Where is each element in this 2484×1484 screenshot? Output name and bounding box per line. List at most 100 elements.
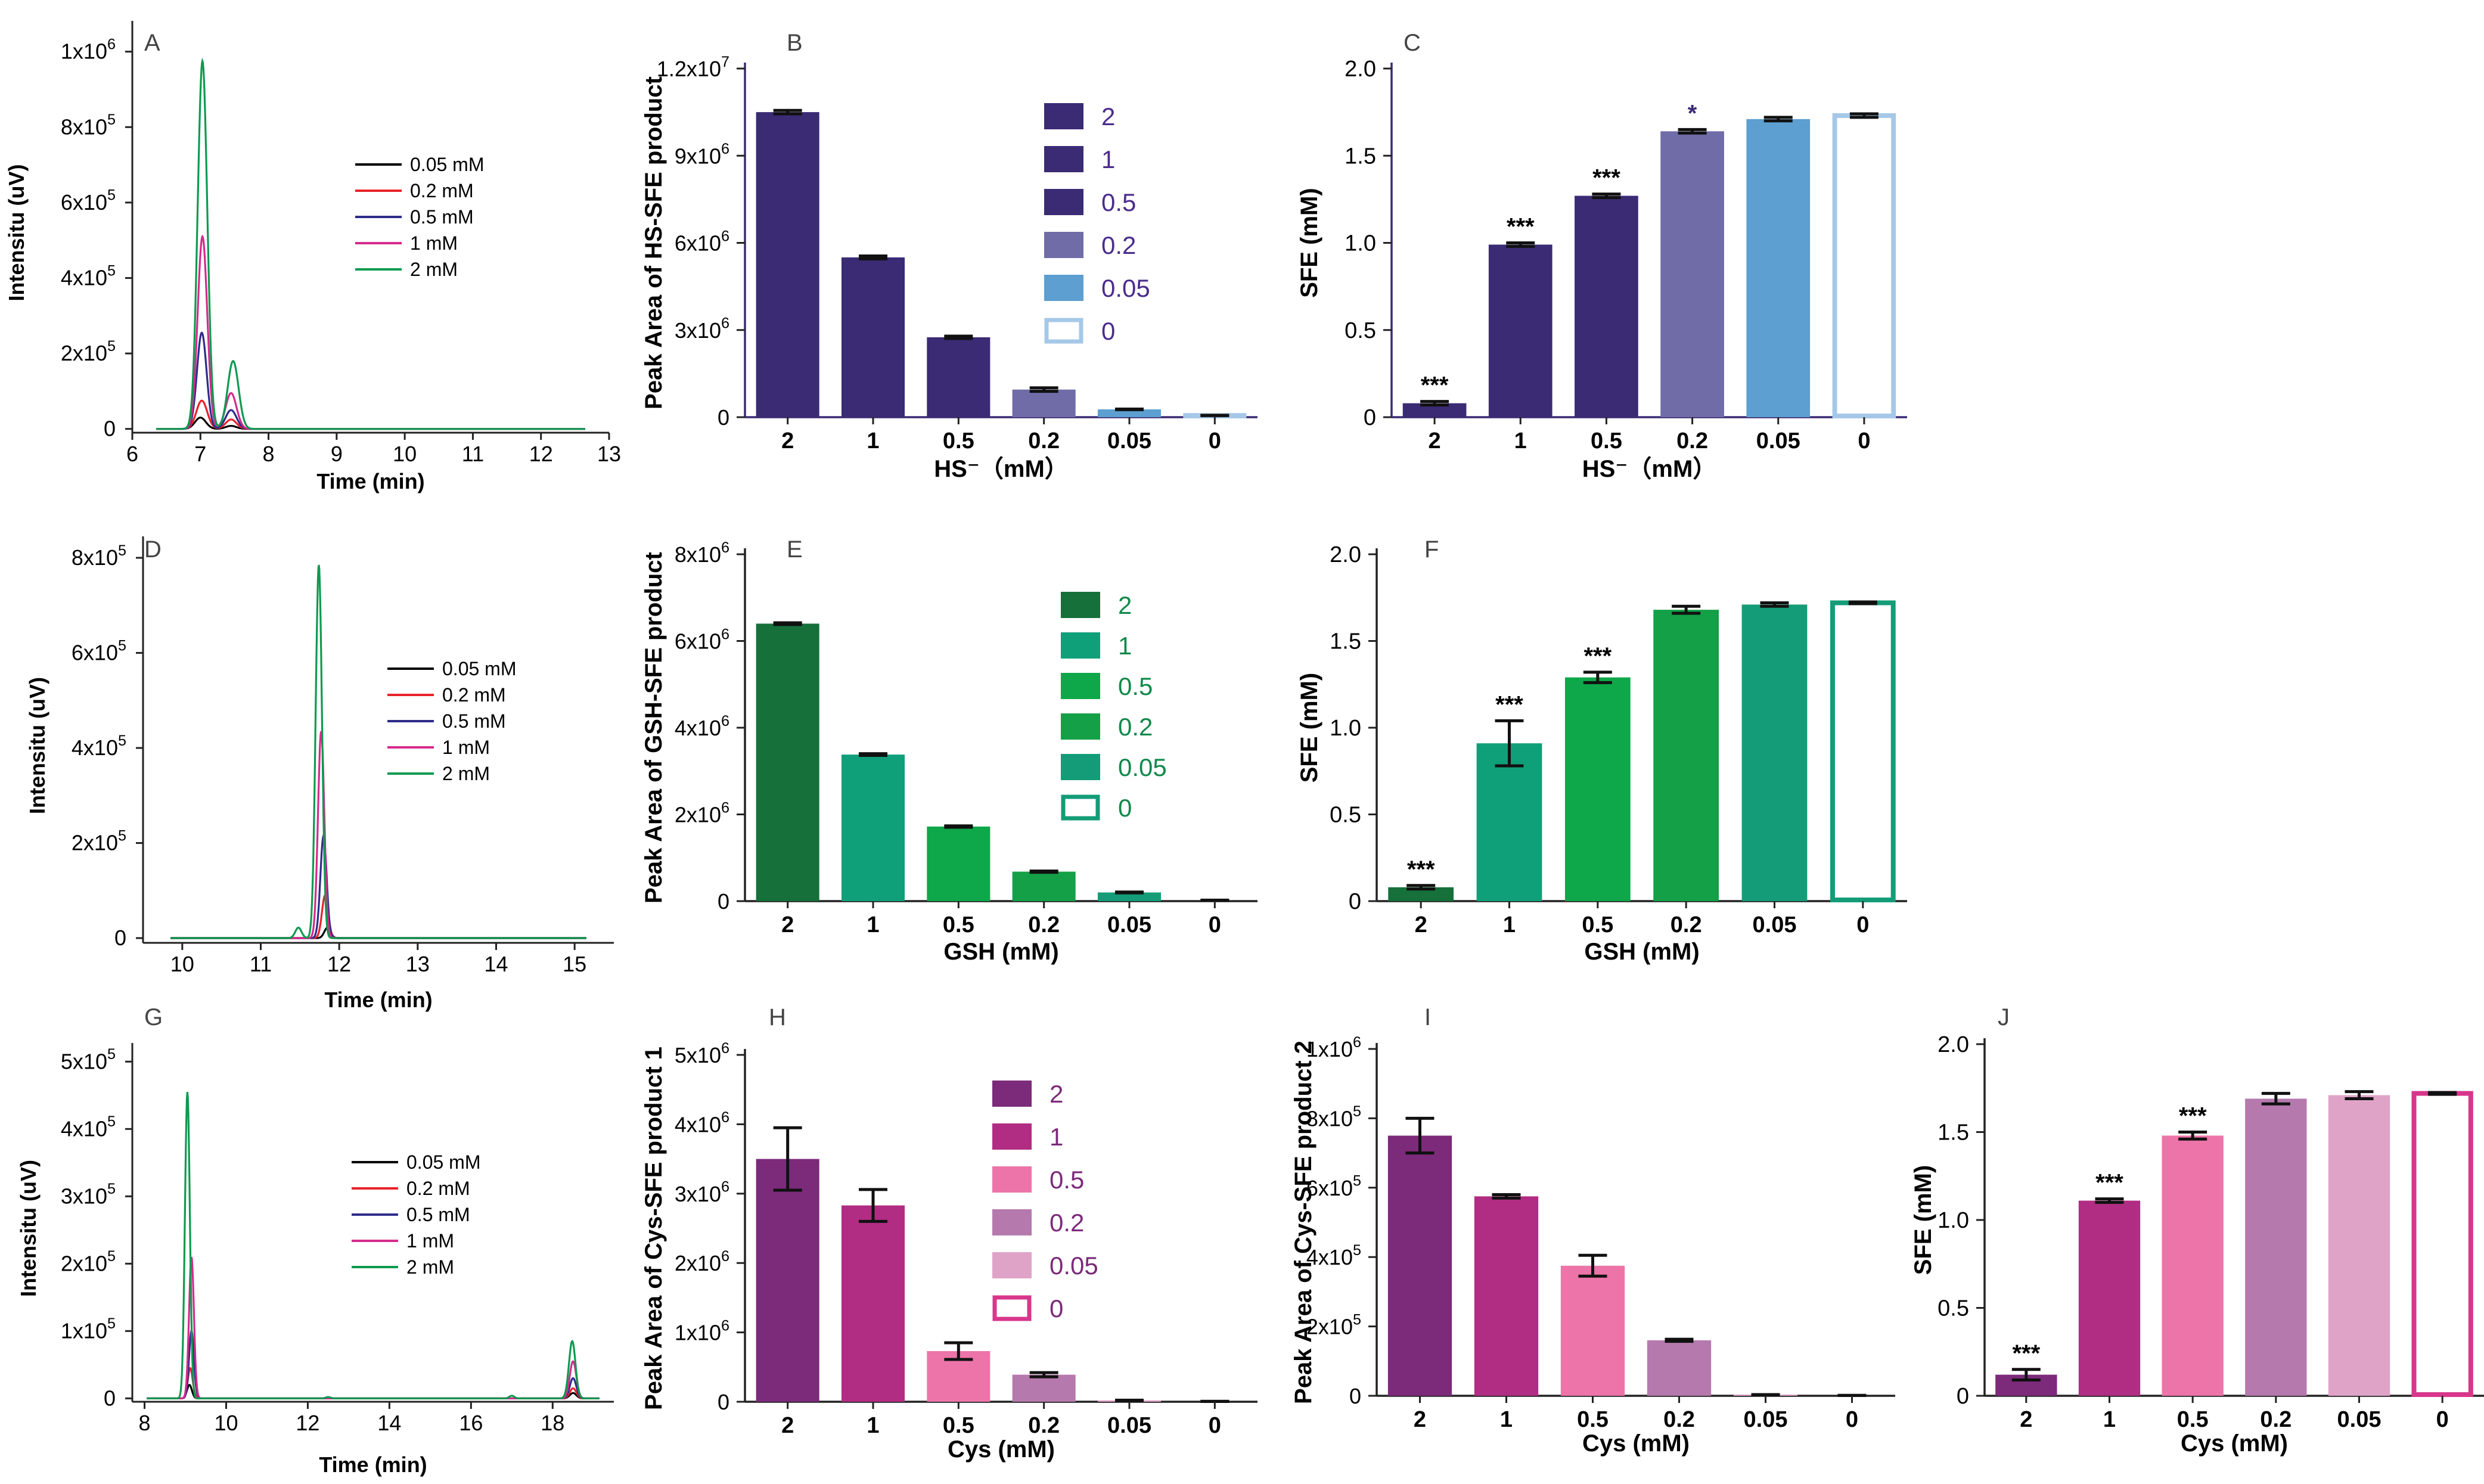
y-tick-label: 4x105 <box>72 732 126 760</box>
y-tick-label: 8x105 <box>72 542 126 570</box>
y-tick-label: 0 <box>104 417 116 441</box>
y-tick-label: 6x105 <box>1306 1173 1361 1200</box>
legend-label: 2 <box>1101 103 1115 131</box>
panel-letter: B <box>787 30 803 56</box>
x-tick-label: 2 <box>781 1413 794 1438</box>
y-tick-label: 0 <box>718 405 729 430</box>
legend-label: 1 <box>1101 145 1115 173</box>
legend-label: 0.05 mM <box>410 154 484 175</box>
legend-label: 0.05 <box>1118 753 1167 781</box>
x-tick-label: 0.05 <box>1744 1407 1788 1432</box>
y-axis-label: SFE (mM) <box>1910 1165 1936 1275</box>
legend-swatch <box>1044 103 1083 129</box>
legend-label: 1 mM <box>410 232 458 254</box>
y-axis-label: Peak Area of HS-SFE product <box>641 76 667 409</box>
bar-0.2 <box>1012 871 1076 901</box>
x-tick-label: 0 <box>1856 912 1869 937</box>
y-tick-label: 2.0 <box>1937 1032 1969 1057</box>
x-tick-label: 0 <box>1209 1413 1221 1438</box>
significance-label: * <box>1688 100 1697 126</box>
y-tick-label: 1x106 <box>1306 1034 1361 1061</box>
bar-0.5 <box>927 826 991 901</box>
x-tick-label: 0.5 <box>1591 429 1622 454</box>
y-axis-label: Intensitu (uV) <box>4 164 29 302</box>
y-tick-label: 4x105 <box>61 1113 116 1141</box>
y-tick-label: 1.0 <box>1330 716 1361 741</box>
x-axis-label: Cys (mM) <box>1582 1430 1690 1457</box>
x-tick-label: 10 <box>393 442 417 466</box>
bar-0.2 <box>1660 131 1724 418</box>
significance-label: *** <box>2012 1340 2040 1367</box>
y-axis-label: Peak Area of Cys-SFE product 2 <box>1290 1041 1316 1404</box>
y-tick-label: 1.0 <box>1345 231 1376 256</box>
legend-label: 0.2 mM <box>410 180 474 201</box>
legend-label: 1 mM <box>406 1230 454 1252</box>
y-axis-label: SFE (mM) <box>1296 673 1322 783</box>
bar-0.5 <box>1560 1265 1625 1396</box>
y-tick-label: 1x106 <box>675 1317 729 1345</box>
x-tick-label: 0 <box>1846 1407 1858 1432</box>
x-tick-label: 13 <box>597 442 621 466</box>
y-tick-label: 4x106 <box>675 1109 729 1137</box>
y-tick-label: 1.5 <box>1330 629 1361 654</box>
x-tick-label: 1 <box>867 912 879 937</box>
y-tick-label: 0 <box>1349 1384 1361 1408</box>
x-tick-label: 1 <box>1500 1407 1513 1432</box>
y-tick-label: 1x105 <box>61 1315 116 1343</box>
y-tick-label: 2x106 <box>675 799 729 827</box>
panel-H: 0 1x106 2x106 3x106 4x106 5x106 2 1 0.5 0.2 0.05 0 2… <box>641 1004 1257 1463</box>
legend-swatch <box>992 1209 1032 1235</box>
y-axis-label: Peak Area of Cys-SFE product 1 <box>641 1047 667 1410</box>
x-tick-label: 11 <box>462 442 484 466</box>
panel-letter: I <box>1424 1004 1431 1030</box>
legend-label: 0.2 mM <box>442 684 506 706</box>
legend-label: 0.5 mM <box>406 1204 470 1225</box>
legend-label: 0.05 mM <box>442 658 516 679</box>
panel-letter: A <box>144 30 160 56</box>
y-axis-label: SFE (mM) <box>1296 188 1322 297</box>
legend-label: 2 mM <box>410 259 458 280</box>
legend-label: 0.2 <box>1118 713 1153 741</box>
bar-0.05 <box>2328 1095 2390 1396</box>
y-tick-label: 1.0 <box>1937 1208 1969 1233</box>
legend-label: 0 <box>1050 1294 1063 1322</box>
bar-2 <box>756 623 819 901</box>
y-tick-label: 0.5 <box>1937 1296 1969 1321</box>
bar-0.2 <box>1012 389 1076 417</box>
trace-0.05-mM <box>170 926 586 939</box>
x-axis-label: Time (min) <box>316 469 424 493</box>
panel-letter: E <box>787 536 803 563</box>
legend-swatch <box>1061 673 1100 699</box>
bar-1 <box>841 257 905 417</box>
y-tick-label: 0 <box>1364 405 1376 430</box>
legend-label: 0.5 mM <box>410 206 474 228</box>
panel-G: 0 1x105 2x105 3x105 4x105 5x105 8 10 12 14 16 18 0.0… <box>16 1004 614 1477</box>
x-tick-label: 0.05 <box>2337 1407 2381 1432</box>
y-tick-label: 2.0 <box>1330 542 1361 567</box>
panel-B: 0 3x106 6x106 9x106 1.2x107 2 1 0.5 0.2 0.05 0 2 1 0.… <box>641 30 1257 482</box>
bar-0 <box>2411 1091 2473 1397</box>
legend-swatch <box>992 1295 1032 1321</box>
y-tick-label: 8x105 <box>61 111 116 139</box>
x-tick-label: 0.5 <box>943 1413 974 1438</box>
x-tick-label: 11 <box>250 952 272 976</box>
bar-0.05 <box>1746 119 1811 417</box>
x-tick-label: 0 <box>2436 1407 2449 1432</box>
bar-1 <box>2078 1200 2141 1396</box>
significance-label: *** <box>1407 856 1435 883</box>
y-tick-label: 8x105 <box>1306 1103 1361 1131</box>
x-tick-label: 1 <box>1514 429 1527 454</box>
x-axis-label: Cys (mM) <box>948 1436 1055 1463</box>
legend-label: 0.5 <box>1050 1166 1084 1194</box>
x-tick-label: 0 <box>1209 429 1221 454</box>
x-tick-label: 10 <box>170 952 194 976</box>
x-tick-label: 1 <box>867 1413 879 1438</box>
panel-letter: C <box>1404 30 1421 56</box>
x-tick-label: 2 <box>1429 429 1441 454</box>
trace-0.5-mM <box>156 331 585 430</box>
panel-letter: H <box>769 1004 786 1030</box>
y-tick-label: 2x105 <box>61 338 116 365</box>
y-tick-label: 2x105 <box>61 1248 116 1275</box>
x-axis-label: GSH (mM) <box>1584 939 1699 965</box>
